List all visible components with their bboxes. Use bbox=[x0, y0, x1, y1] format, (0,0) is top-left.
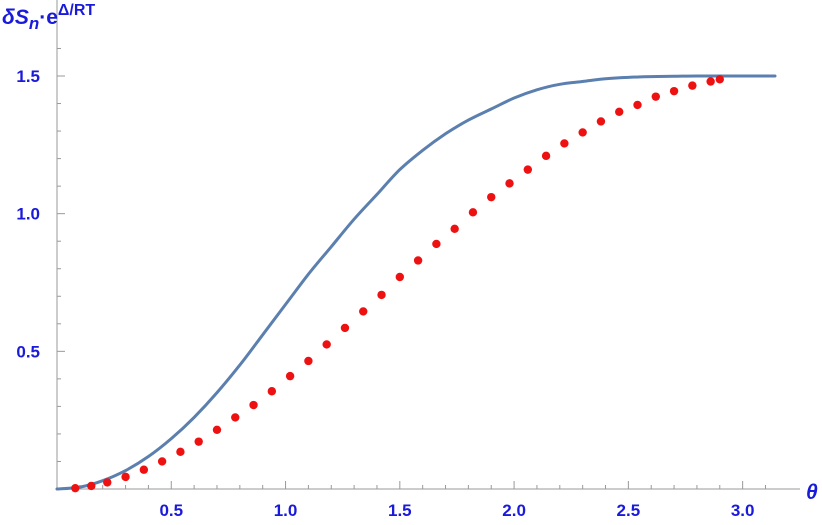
data-point bbox=[231, 413, 240, 422]
data-point bbox=[304, 356, 313, 366]
data-point bbox=[669, 86, 679, 96]
x-axis-label: θ bbox=[806, 481, 818, 504]
data-point bbox=[633, 100, 642, 110]
data-point bbox=[450, 224, 459, 234]
y-label-superscript: Δ/RT bbox=[58, 2, 96, 19]
data-point bbox=[578, 128, 587, 137]
data-point bbox=[340, 323, 350, 333]
data-point bbox=[121, 472, 130, 482]
data-point bbox=[395, 272, 405, 282]
x-tick-label: 3.0 bbox=[731, 501, 755, 520]
data-point bbox=[103, 478, 112, 487]
data-point bbox=[359, 307, 368, 316]
data-point bbox=[139, 465, 149, 474]
data-point bbox=[715, 75, 724, 84]
x-tick-label: 1.5 bbox=[388, 501, 412, 520]
data-point bbox=[249, 400, 258, 410]
data-point bbox=[706, 77, 715, 86]
data-point bbox=[432, 239, 441, 249]
tick-labels: 0.5 1.0 1.5 2.0 2.5 3.0 0.5 1.0 1.5 bbox=[16, 67, 754, 520]
series-points bbox=[71, 75, 724, 493]
x-tick-label: 2.5 bbox=[617, 501, 641, 520]
data-point bbox=[267, 387, 277, 396]
y-tick-label: 1.5 bbox=[16, 67, 40, 86]
data-point bbox=[194, 437, 203, 446]
data-point bbox=[688, 81, 697, 90]
data-point bbox=[176, 447, 185, 457]
y-label-subscript: n bbox=[29, 14, 39, 33]
data-point bbox=[322, 340, 331, 349]
data-point bbox=[212, 425, 222, 435]
y-axis-label: δSn·eΔ/RT bbox=[2, 2, 95, 33]
x-tick-label: 0.5 bbox=[159, 501, 183, 520]
data-point bbox=[87, 481, 96, 491]
data-point bbox=[157, 457, 167, 466]
y-label-dot: ·e bbox=[39, 6, 58, 29]
x-tick-label: 2.0 bbox=[502, 501, 526, 520]
data-point bbox=[560, 139, 569, 148]
y-axis-ticks bbox=[57, 47, 65, 462]
data-point bbox=[596, 117, 606, 126]
y-tick-label: 0.5 bbox=[16, 342, 40, 361]
data-point bbox=[71, 483, 80, 493]
y-label-main: δS bbox=[2, 6, 29, 29]
data-point bbox=[487, 192, 496, 202]
data-point bbox=[505, 179, 514, 188]
data-point bbox=[413, 256, 423, 265]
data-point bbox=[615, 107, 624, 116]
data-point bbox=[523, 165, 533, 174]
x-tick-label: 1.0 bbox=[274, 501, 298, 520]
x-axis-ticks bbox=[79, 481, 766, 489]
y-tick-label: 1.0 bbox=[16, 205, 40, 224]
data-point bbox=[285, 371, 295, 381]
data-point bbox=[377, 290, 386, 300]
data-point bbox=[651, 92, 660, 101]
data-point bbox=[468, 208, 478, 217]
series-curve bbox=[55, 74, 777, 491]
data-point bbox=[541, 151, 551, 161]
